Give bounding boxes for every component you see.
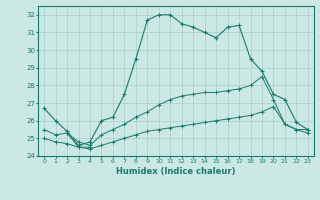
X-axis label: Humidex (Indice chaleur): Humidex (Indice chaleur): [116, 167, 236, 176]
